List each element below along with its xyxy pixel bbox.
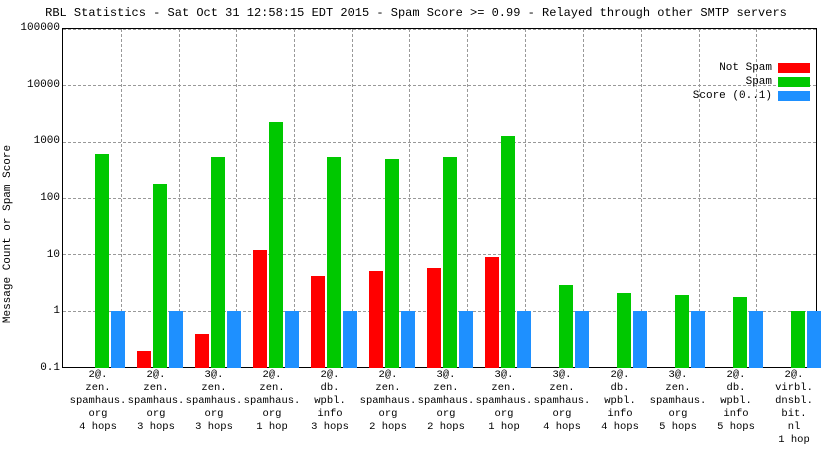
bars-row [62, 28, 817, 368]
ytick-0.1: 0.1 [5, 362, 60, 374]
group-label-8: 3@. zen. spamhaus. org 4 hops [533, 369, 591, 434]
bar-group-5 [359, 28, 417, 368]
bar-group-11 [707, 28, 765, 368]
bar-spam-10[interactable] [675, 295, 689, 368]
group-label-12: 2@. virbl. dnsbl. bit. nl 1 hop [765, 369, 823, 447]
bar-notspam-6[interactable] [427, 268, 441, 368]
group-label-5: 2@. zen. spamhaus. org 2 hops [359, 369, 417, 434]
group-label-10: 3@. zen. spamhaus. org 5 hops [649, 369, 707, 434]
bar-notspam-3[interactable] [253, 250, 267, 368]
group-label-0: 2@. zen. spamhaus. org 4 hops [69, 369, 127, 434]
bar-notspam-2[interactable] [195, 334, 209, 368]
bar-spam-2[interactable] [211, 157, 225, 368]
bar-score-3[interactable] [285, 311, 299, 368]
bar-spam-5[interactable] [385, 159, 399, 368]
bar-score-11[interactable] [749, 311, 763, 368]
bar-group-9 [591, 28, 649, 368]
bar-group-6 [417, 28, 475, 368]
bar-group-10 [649, 28, 707, 368]
group-label-6: 3@. zen. spamhaus. org 2 hops [417, 369, 475, 434]
bar-spam-11[interactable] [733, 297, 747, 368]
bar-notspam-5[interactable] [369, 271, 383, 368]
ytick-100000: 100000 [5, 22, 60, 34]
bar-spam-6[interactable] [443, 157, 457, 368]
bar-spam-8[interactable] [559, 285, 573, 368]
group-label-9: 2@. db. wpbl. info 4 hops [591, 369, 649, 434]
bar-score-10[interactable] [691, 311, 705, 368]
bar-group-1 [127, 28, 185, 368]
bar-group-3 [243, 28, 301, 368]
bar-score-1[interactable] [169, 311, 183, 368]
bar-group-8 [533, 28, 591, 368]
group-label-3: 2@. zen. spamhaus. org 1 hop [243, 369, 301, 434]
bar-score-8[interactable] [575, 311, 589, 368]
bar-spam-12[interactable] [791, 311, 805, 368]
chart-container: RBL Statistics - Sat Oct 31 12:58:15 EDT… [0, 0, 832, 468]
bar-score-0[interactable] [111, 311, 125, 368]
bar-group-4 [301, 28, 359, 368]
group-labels-row: 2@. zen. spamhaus. org 4 hops 2@. zen. spamhau… [62, 369, 817, 464]
bar-spam-0[interactable] [95, 154, 109, 368]
bar-score-7[interactable] [517, 311, 531, 368]
chart-title: RBL Statistics - Sat Oct 31 12:58:15 EDT… [0, 6, 832, 20]
bar-notspam-7[interactable] [485, 257, 499, 368]
bar-notspam-1[interactable] [137, 351, 151, 368]
bar-group-12 [765, 28, 823, 368]
bar-score-12[interactable] [807, 311, 821, 368]
bar-score-9[interactable] [633, 311, 647, 368]
bar-group-2 [185, 28, 243, 368]
ytick-10000: 10000 [5, 79, 60, 91]
y-axis-label: Message Count or Spam Score [2, 145, 14, 323]
group-label-7: 3@. zen. spamhaus. org 1 hop [475, 369, 533, 434]
bar-notspam-4[interactable] [311, 276, 325, 368]
bar-group-7 [475, 28, 533, 368]
bar-spam-1[interactable] [153, 184, 167, 368]
bar-group-0 [69, 28, 127, 368]
bar-score-5[interactable] [401, 311, 415, 368]
group-label-11: 2@. db. wpbl. info 5 hops [707, 369, 765, 434]
bar-score-6[interactable] [459, 311, 473, 368]
bar-spam-3[interactable] [269, 122, 283, 368]
bar-spam-7[interactable] [501, 136, 515, 368]
bar-score-4[interactable] [343, 311, 357, 368]
group-label-1: 2@. zen. spamhaus. org 3 hops [127, 369, 185, 434]
bar-spam-9[interactable] [617, 293, 631, 368]
group-label-4: 2@. db. wpbl. info 3 hops [301, 369, 359, 434]
bar-score-2[interactable] [227, 311, 241, 368]
group-label-2: 3@. zen. spamhaus. org 3 hops [185, 369, 243, 434]
bar-spam-4[interactable] [327, 157, 341, 368]
